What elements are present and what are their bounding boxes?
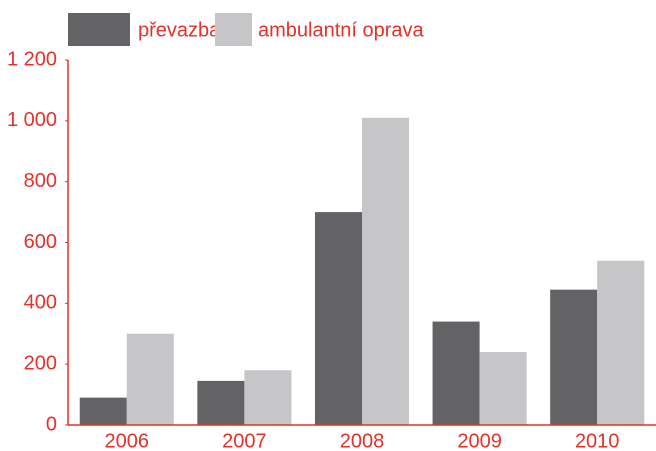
y-tick-label: 1 200: [7, 48, 57, 70]
y-tick-label: 800: [24, 170, 57, 192]
y-tick-label: 400: [24, 292, 57, 314]
bar: [314, 212, 362, 425]
x-tick-label: 2006: [105, 430, 150, 451]
y-tick-label: 0: [46, 413, 57, 435]
x-tick-label: 2010: [575, 430, 620, 451]
y-tick-label: 200: [24, 352, 57, 374]
y-tick-label: 1 000: [7, 109, 57, 131]
x-tick-label: 2008: [340, 430, 385, 451]
x-tick-label: 2009: [457, 430, 502, 451]
legend-label: ambulantní oprava: [258, 19, 425, 41]
bar: [79, 397, 127, 425]
legend-swatch: [215, 13, 252, 46]
bar: [550, 289, 598, 425]
y-tick-label: 600: [24, 231, 57, 253]
legend-label: převazba: [138, 19, 221, 41]
bar: [432, 321, 480, 425]
bar: [197, 380, 245, 425]
bar: [126, 333, 174, 425]
bar: [244, 370, 292, 425]
legend-swatch: [68, 13, 130, 46]
bar: [597, 260, 645, 425]
x-tick-label: 2007: [222, 430, 267, 451]
bar: [479, 352, 527, 425]
bar: [362, 117, 410, 426]
